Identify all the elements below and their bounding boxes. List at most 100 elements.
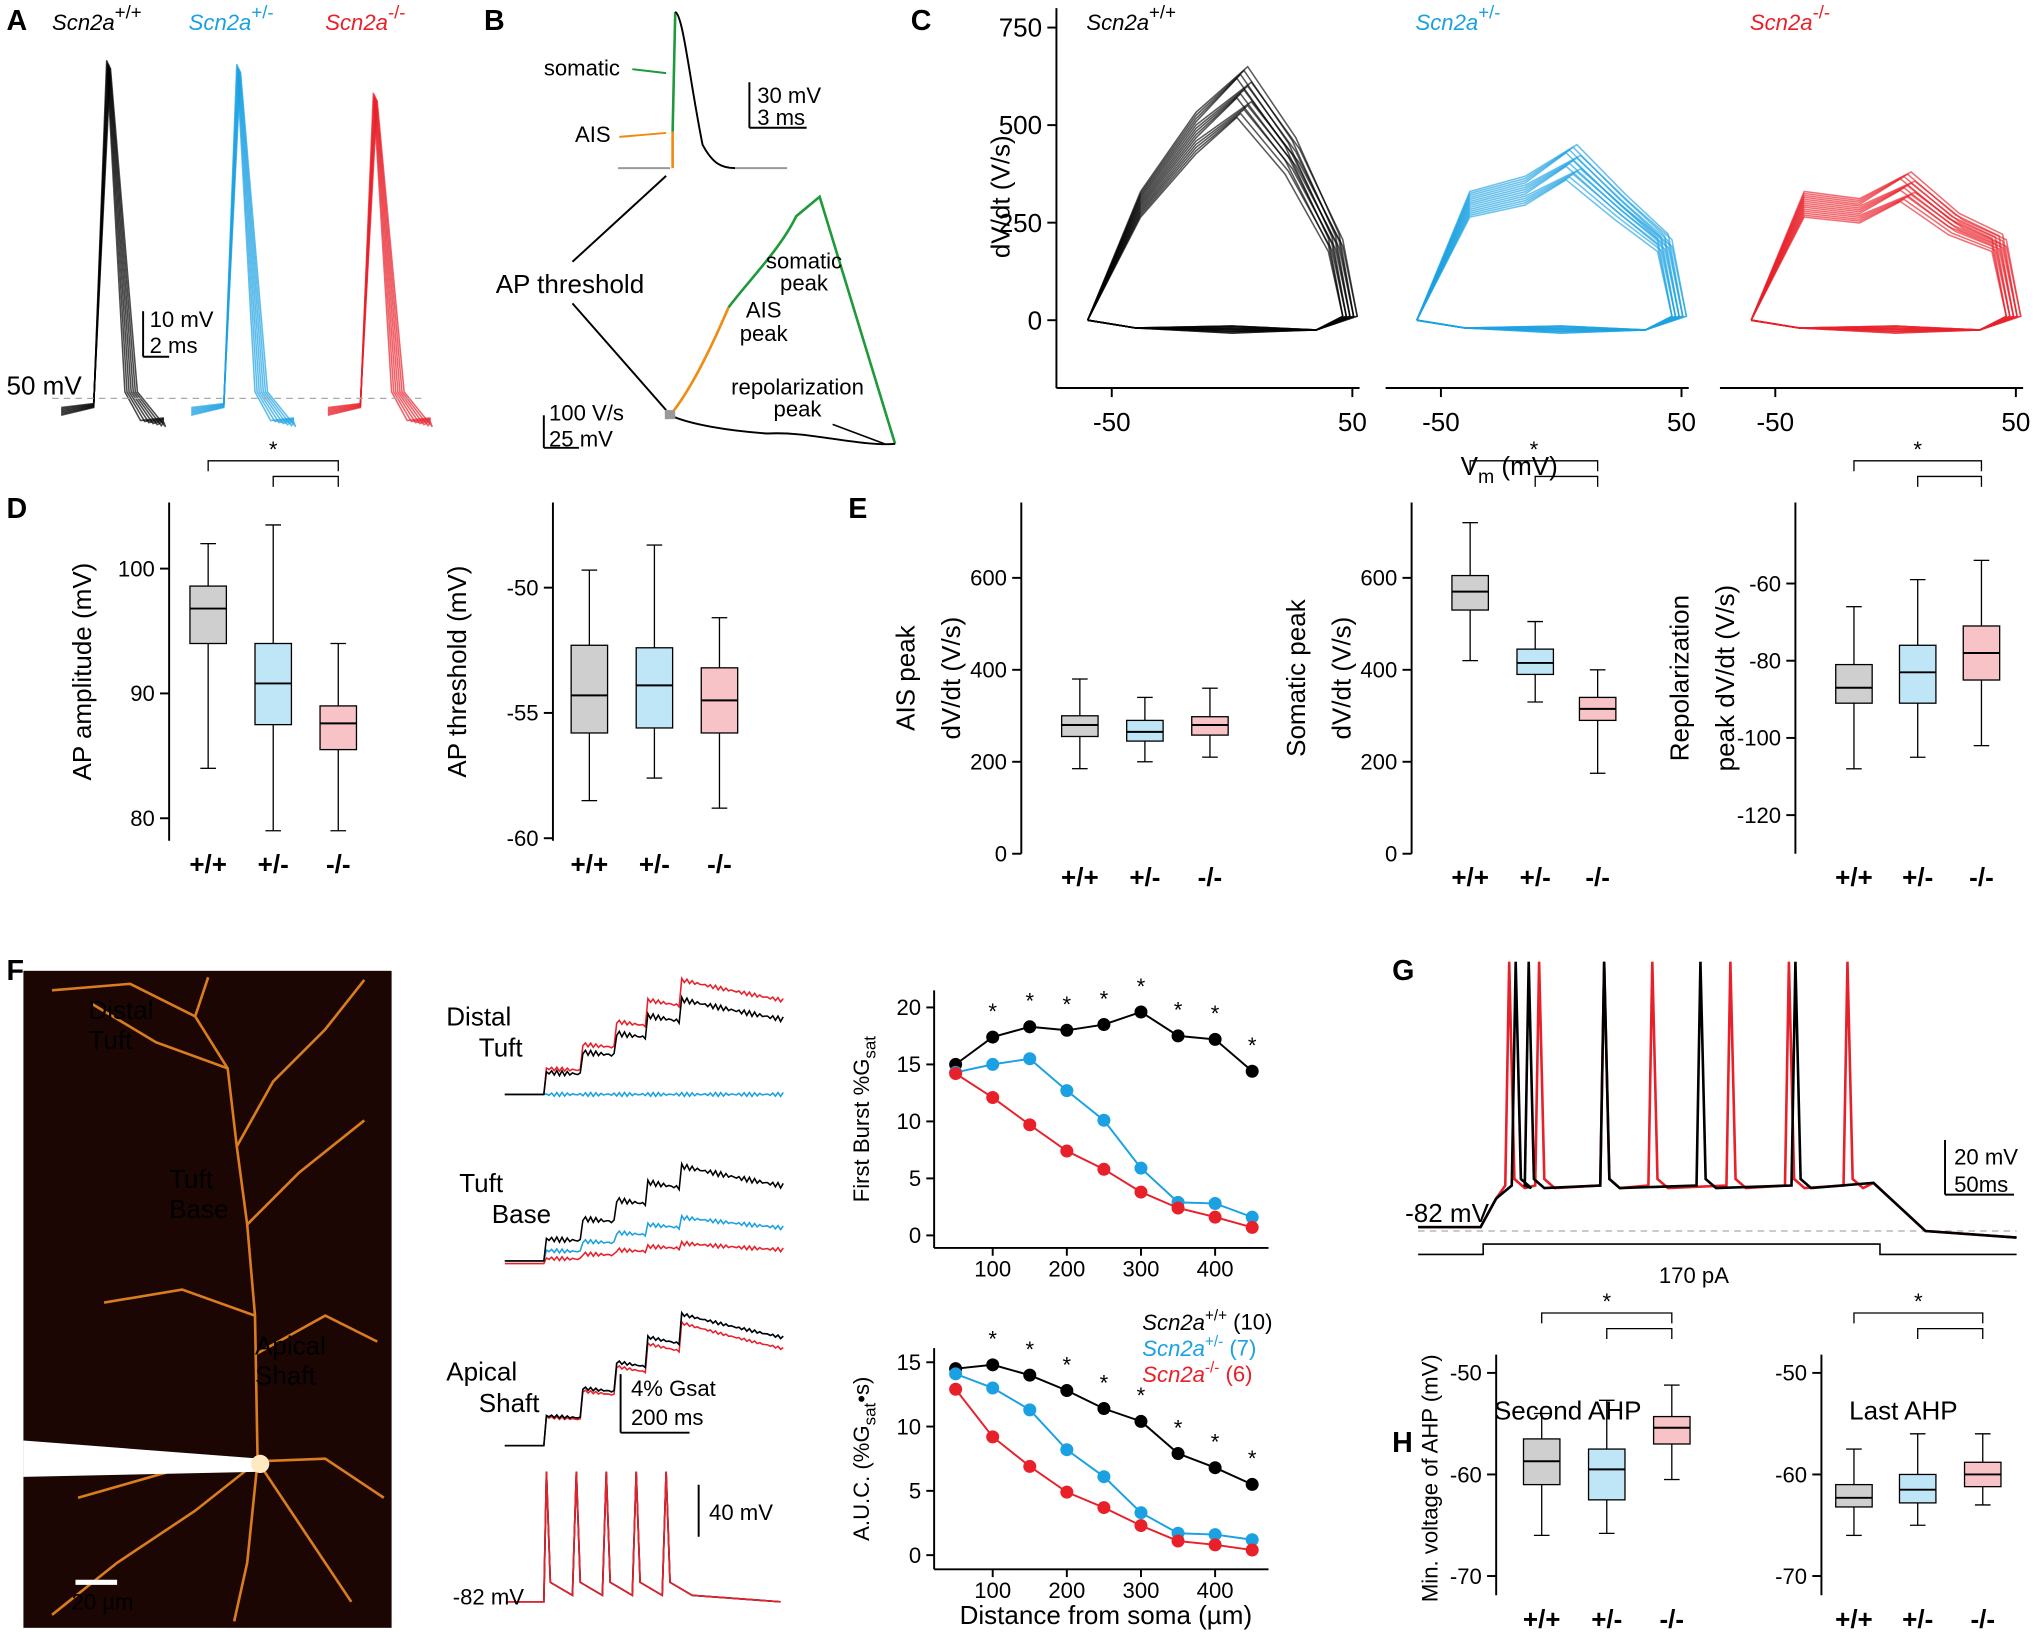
genotype: +/- <box>251 2 273 23</box>
y-axis-label: AP threshold (mV) <box>442 566 472 778</box>
micrograph <box>23 970 392 1628</box>
data-point <box>1134 1185 1148 1199</box>
y-axis-label: A.U.C. (%Gsat•s) <box>849 1377 880 1541</box>
gene-name: Scn2a <box>1416 10 1479 35</box>
data-point <box>1097 1018 1111 1032</box>
box <box>1126 719 1164 742</box>
phase-loop <box>1750 196 2015 331</box>
stimulus-label: 170 pA <box>1659 1263 1729 1288</box>
data-point <box>986 1430 1000 1444</box>
y-tick-label: -70 <box>1450 1564 1482 1589</box>
genotype: +/+ <box>1205 1308 1227 1325</box>
category-label: +/+ <box>1061 862 1099 892</box>
category-label: -/- <box>707 849 732 879</box>
y-tick-label: 15 <box>897 1052 922 1077</box>
significance-star: * <box>269 437 278 462</box>
y-tick-label: 10 <box>897 1414 922 1439</box>
data-point <box>1060 1485 1074 1499</box>
y-tick-label: 250 <box>999 208 1042 238</box>
scale-label: 20 mV <box>1954 1145 2018 1170</box>
trace <box>832 423 885 445</box>
box <box>1451 574 1490 611</box>
data-point <box>1023 1368 1037 1382</box>
category-label: +/- <box>639 849 670 879</box>
gsat-trace <box>504 1091 784 1098</box>
trace <box>571 302 667 411</box>
y-axis-label: dV/dt (V/s) <box>936 617 966 740</box>
y-tick-label: 15 <box>897 1350 922 1375</box>
y-label-main: First Burst %G <box>849 1059 874 1203</box>
trace <box>669 414 896 446</box>
y-tick-label: 80 <box>130 806 155 831</box>
stimulus <box>1418 1243 2017 1256</box>
category-label: -/- <box>1660 1604 1685 1632</box>
data-point <box>1060 1443 1074 1457</box>
annotation: AIS <box>746 298 782 323</box>
y-tick-label: -50 <box>1450 1361 1482 1386</box>
trace-label: Tuft <box>479 1033 524 1063</box>
data-point <box>1245 1477 1259 1491</box>
category-label: -/- <box>1585 862 1610 892</box>
trace <box>671 11 677 132</box>
significance-star: * <box>988 999 997 1024</box>
y-tick-label: 0 <box>1028 305 1042 335</box>
trace <box>619 131 667 138</box>
significance-bracket <box>1541 1312 1673 1324</box>
y-label-main: A.U.C. (%G <box>849 1425 874 1540</box>
annotation: repolarization <box>731 374 864 399</box>
panel-letter: C <box>911 5 932 37</box>
y-tick-label: -60 <box>1775 1462 1807 1487</box>
phase-loop <box>1086 116 1344 331</box>
y-axis-label: dV/dt (V/s) <box>1326 617 1356 740</box>
significance-star: * <box>1063 992 1072 1017</box>
phase-loop <box>1416 170 1684 333</box>
x-tick-label: 300 <box>1123 1578 1160 1603</box>
significance-star: * <box>1025 1337 1034 1362</box>
genotype: +/- <box>1205 1334 1223 1351</box>
trace <box>571 175 667 263</box>
significance-star: * <box>1211 1001 1220 1026</box>
data-point <box>1060 1144 1074 1158</box>
x-tick-label: 100 <box>974 1578 1011 1603</box>
data-point <box>1171 1534 1185 1548</box>
x-tick-label: 50 <box>2001 407 2030 437</box>
gsat-trace <box>504 1160 784 1262</box>
series-line <box>955 1372 1253 1541</box>
significance-bracket <box>1917 1327 1984 1340</box>
data-point <box>1097 1162 1111 1176</box>
scale-label: 40 mV <box>709 1500 773 1525</box>
x-tick-label: 300 <box>1123 1257 1160 1282</box>
significance-star: * <box>1248 1446 1257 1471</box>
x-tick-label: -50 <box>1422 407 1460 437</box>
significance-star: * <box>1211 1429 1220 1454</box>
phase-loop <box>1086 112 1348 331</box>
annotation: AIS <box>575 122 611 147</box>
y-tick-label: 200 <box>970 750 1007 775</box>
data-point <box>986 1381 1000 1395</box>
data-point <box>949 1067 963 1081</box>
trace-label: Base <box>492 1199 551 1229</box>
phase-loop <box>1416 167 1688 334</box>
trace <box>727 194 897 445</box>
ap-trace <box>327 100 433 428</box>
box <box>1835 663 1873 704</box>
gsat-trace <box>504 1239 784 1265</box>
y-tick-label: -60 <box>1749 571 1781 596</box>
genotype-label: Scn2a-/- (6) <box>1142 1360 1252 1387</box>
data-point <box>1134 1414 1148 1428</box>
data-point <box>1134 1005 1148 1019</box>
y-tick-label: 400 <box>1360 658 1397 683</box>
significance-star: * <box>1530 437 1539 462</box>
significance-star: * <box>1100 1370 1109 1395</box>
box <box>570 644 609 734</box>
voltage-trace <box>1418 961 2017 1239</box>
image-label: Shaft <box>255 1361 317 1391</box>
category-label: +/- <box>1591 1604 1622 1632</box>
gsat-trace <box>504 1213 784 1262</box>
y-tick-label: 200 <box>1360 750 1397 775</box>
significance-star: * <box>1025 989 1034 1014</box>
y-tick-label: -60 <box>507 826 539 851</box>
data-point <box>986 1057 1000 1071</box>
trace <box>632 68 667 75</box>
genotype-label: Scn2a+/- (7) <box>1142 1334 1256 1361</box>
